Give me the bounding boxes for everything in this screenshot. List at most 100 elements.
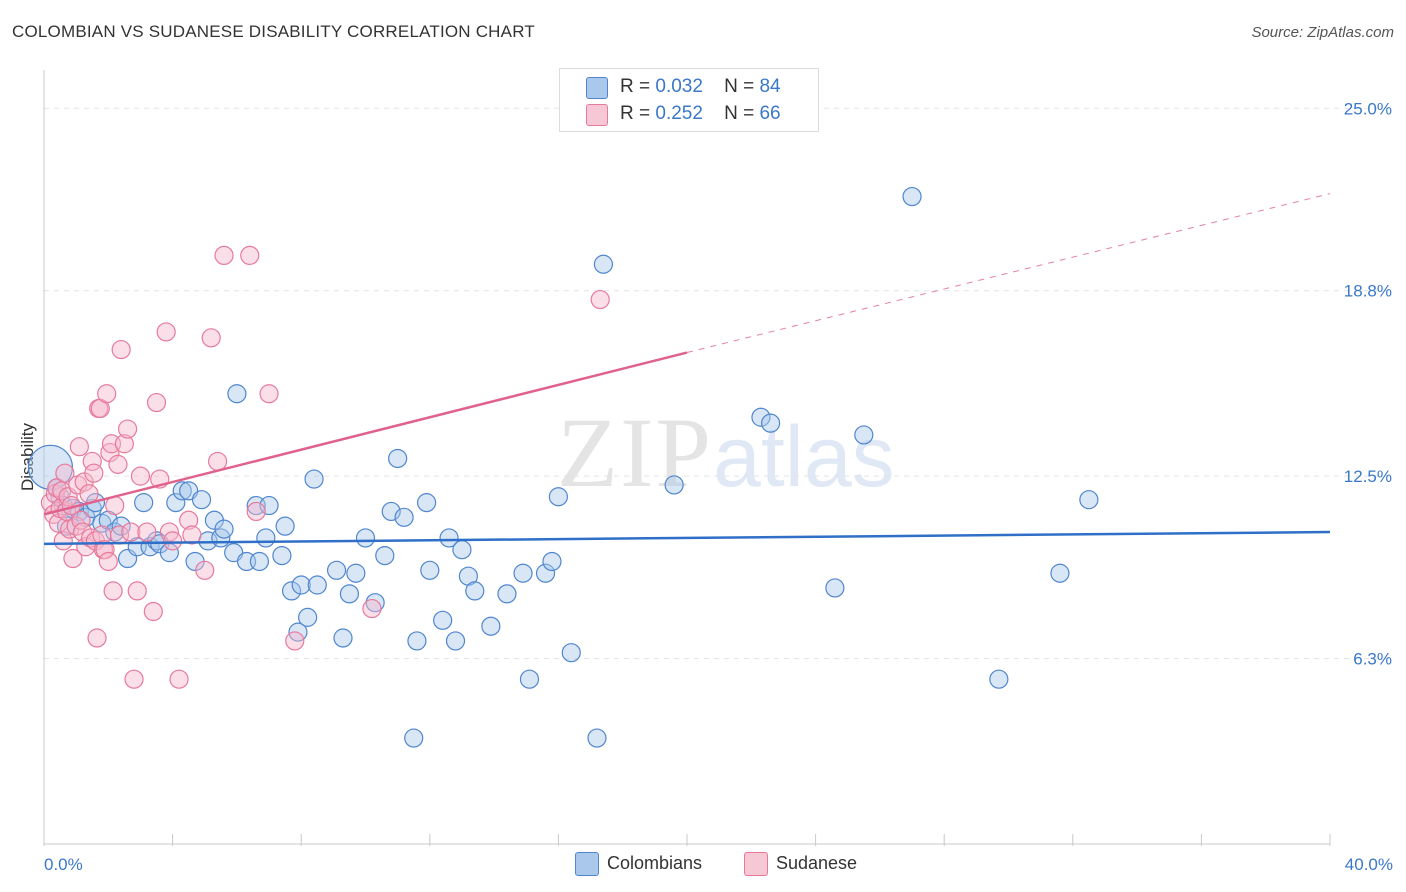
colombians-trend-line <box>43 530 1331 546</box>
watermark-zip: ZIP <box>557 397 713 508</box>
watermark: ZIPatlas <box>557 395 895 510</box>
colombians-point <box>825 578 845 598</box>
colombians-point <box>481 616 501 636</box>
n-label: N = <box>724 76 755 97</box>
colombians-point <box>291 575 311 595</box>
colombians-point <box>854 425 874 445</box>
r-value-sudanese: 0.252 <box>655 103 703 124</box>
colombians-point <box>333 628 353 648</box>
colombians-point <box>166 493 186 513</box>
colombians-point <box>433 610 453 630</box>
sudanese-point <box>214 245 234 266</box>
legend-sudanese-swatch <box>744 852 768 876</box>
colombians-point <box>256 528 276 548</box>
colombians-point <box>535 563 556 583</box>
colombians-point <box>587 728 607 748</box>
colombians-point <box>191 490 212 510</box>
sudanese-trend-extension <box>686 193 1331 354</box>
colombians-point <box>1079 490 1099 510</box>
sudanese-point <box>285 631 305 651</box>
sudanese-point <box>98 551 118 572</box>
colombians-point <box>519 669 540 689</box>
sudanese-point <box>137 522 157 542</box>
colombians-point <box>134 493 154 513</box>
y-tick-label: 25.0% <box>1344 99 1392 118</box>
stats-legend: R = 0.032 N = 84 R = 0.252 N = 66 <box>559 68 819 132</box>
colombians-point <box>407 631 427 651</box>
colombians-point <box>751 407 771 427</box>
sudanese-point <box>179 510 199 530</box>
legend-colombians-label: Colombians <box>607 853 703 873</box>
colombians-point <box>339 584 360 604</box>
sudanese-swatch <box>586 104 608 126</box>
colombians-point <box>249 551 270 572</box>
colombians-point <box>404 728 424 748</box>
colombians-point <box>214 519 234 539</box>
stats-colombians-text: R = 0.032 N = 84 <box>620 76 781 98</box>
sudanese-point <box>182 525 202 545</box>
colombians-point <box>326 560 347 580</box>
sudanese-point <box>55 463 75 483</box>
chart-title: COLOMBIAN VS SUDANESE DISABILITY CORRELA… <box>12 22 535 41</box>
sudanese-point <box>143 601 163 622</box>
sudanese-point <box>97 384 117 404</box>
sudanese-point <box>69 437 89 457</box>
sudanese-point <box>53 531 73 551</box>
n-label: N = <box>724 103 755 124</box>
y-tick-label: 18.8% <box>1344 282 1392 301</box>
y-tick-label: 12.5% <box>1344 467 1392 486</box>
sudanese-point <box>127 581 147 601</box>
colombians-point <box>304 469 324 489</box>
r-label: R = <box>620 76 651 97</box>
colombians-point <box>388 448 408 469</box>
sudanese-point <box>362 598 382 619</box>
sudanese-point <box>79 484 99 504</box>
legend-sudanese-label: Sudanese <box>776 853 858 873</box>
sudanese-point <box>156 322 176 342</box>
colombians-point <box>497 584 517 604</box>
sudanese-point <box>201 328 221 348</box>
sudanese-point <box>146 392 167 413</box>
colombians-point <box>375 545 395 566</box>
colombians-point <box>346 563 366 583</box>
colombians-point <box>281 581 302 601</box>
n-value-sudanese: 66 <box>759 103 781 124</box>
colombians-point <box>513 563 533 583</box>
n-value-colombians: 84 <box>759 76 781 97</box>
colombians-point <box>272 545 292 566</box>
r-label: R = <box>620 103 651 124</box>
x-tick-label: 40.0% <box>1345 855 1393 874</box>
sudanese-point <box>87 628 107 648</box>
sudanese-point <box>195 560 215 580</box>
sudanese-point <box>240 245 260 266</box>
colombians-point <box>394 507 414 527</box>
sudanese-point <box>130 466 151 486</box>
sudanese-point <box>84 463 104 483</box>
sudanese-point <box>63 548 83 569</box>
sudanese-point <box>163 531 183 551</box>
sudanese-point <box>208 451 228 472</box>
y-tick-label: 6.3% <box>1353 650 1392 669</box>
colombians-point <box>902 186 922 207</box>
colombians-point <box>307 575 327 595</box>
stats-sudanese-text: R = 0.252 N = 66 <box>620 103 781 125</box>
sudanese-point <box>590 289 610 310</box>
x-tick-label: 0.0% <box>44 855 83 874</box>
colombians-point <box>355 528 376 548</box>
colombians-point <box>298 607 318 627</box>
sudanese-point <box>246 501 266 522</box>
colombians-point <box>420 560 440 580</box>
sudanese-point <box>111 339 131 360</box>
sudanese-point <box>117 419 138 439</box>
legend-colombians-swatch <box>575 852 599 876</box>
sudanese-point <box>95 540 115 560</box>
colombians-point <box>439 528 459 548</box>
sudanese-point <box>103 581 123 601</box>
colombians-point <box>664 475 684 495</box>
colombians-point <box>542 551 562 572</box>
sudanese-point <box>114 434 134 454</box>
colombians-point <box>416 493 437 513</box>
sudanese-point <box>259 384 279 404</box>
colombians-point <box>452 540 472 560</box>
